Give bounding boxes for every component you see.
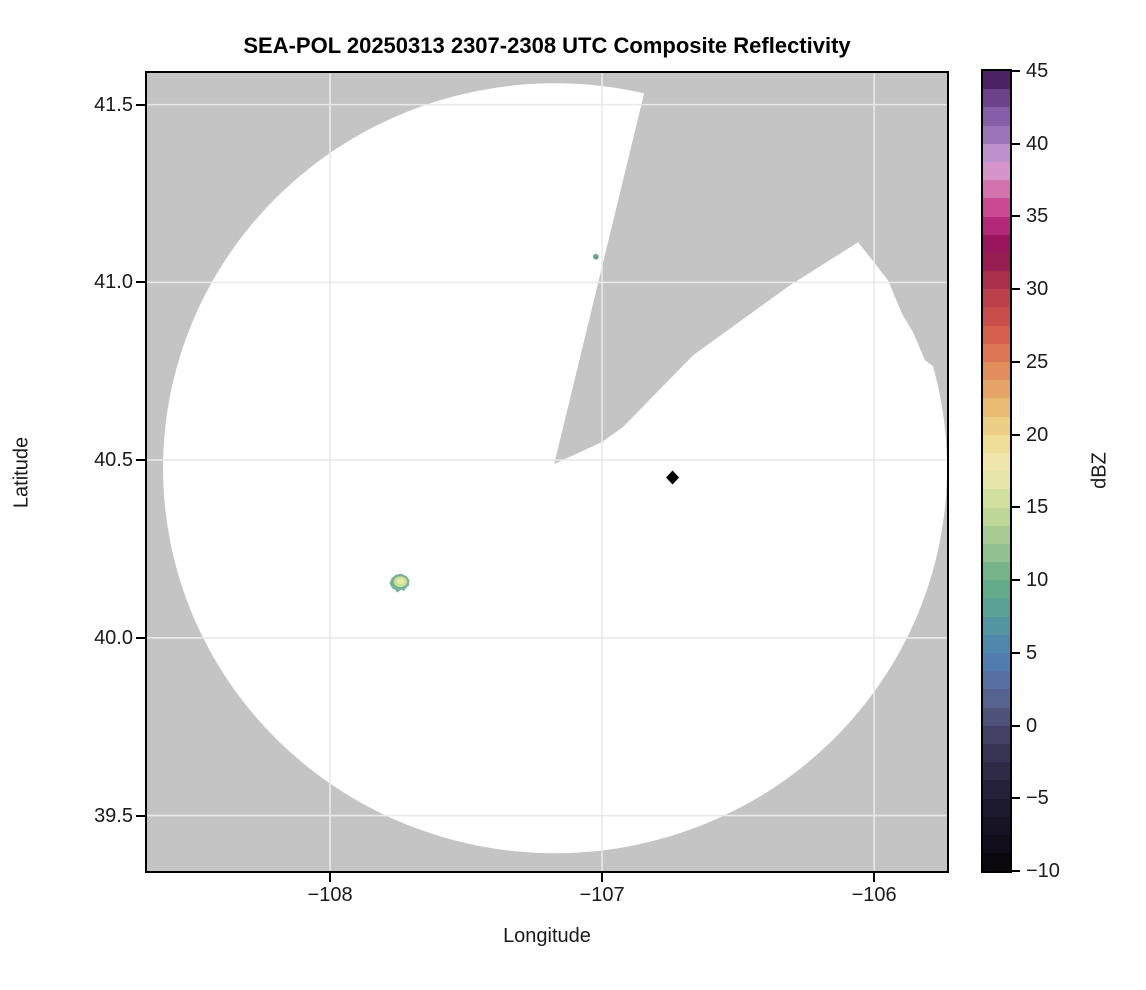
colorbar-band — [983, 743, 1010, 763]
y-axis-label: Latitude — [10, 436, 33, 509]
colorbar-tick-label: 45 — [1026, 60, 1049, 82]
colorbar-band — [983, 325, 1010, 344]
colorbar-band — [983, 689, 1010, 708]
colorbar-tick-label: 0 — [1026, 714, 1038, 737]
colorbar-label: dBZ — [1088, 452, 1111, 489]
colorbar-tick-label: 10 — [1026, 569, 1049, 592]
colorbar-band — [983, 289, 1010, 308]
echo-cell-core — [397, 578, 405, 585]
colorbar-band — [983, 343, 1010, 362]
y-tick-mark — [136, 459, 145, 462]
y-tick-label: 40.0 — [94, 626, 133, 649]
colorbar-band — [983, 834, 1010, 854]
colorbar-band — [983, 107, 1010, 126]
colorbar-tick-label: 40 — [1026, 132, 1049, 155]
colorbar-band — [983, 780, 1010, 799]
colorbar — [981, 69, 1012, 873]
colorbar-band — [983, 89, 1010, 108]
colorbar-band — [983, 725, 1010, 744]
colorbar-tick-mark — [1012, 870, 1020, 872]
page-title: SEA-POL 20250313 2307-2308 UTC Composite… — [243, 33, 851, 58]
colorbar-tick-mark — [1012, 142, 1020, 145]
colorbar-tick-mark — [1012, 360, 1020, 363]
colorbar-band — [983, 798, 1010, 817]
colorbar-band — [983, 525, 1010, 544]
plot-frame — [145, 71, 949, 873]
colorbar-tick-label: 25 — [1026, 350, 1049, 373]
colorbar-band — [983, 216, 1010, 235]
colorbar-tick-mark — [1012, 506, 1020, 509]
colorbar-band — [983, 471, 1010, 490]
colorbar-band — [983, 653, 1010, 672]
colorbar-band — [983, 252, 1010, 272]
colorbar-band — [983, 616, 1010, 635]
colorbar-band — [983, 634, 1010, 653]
colorbar-band — [983, 489, 1010, 508]
colorbar-band — [983, 853, 1010, 872]
colorbar-band — [983, 125, 1010, 144]
colorbar-tick-label: 15 — [1026, 496, 1049, 519]
colorbar-band — [983, 271, 1010, 290]
colorbar-tick-label: −5 — [1026, 787, 1049, 810]
y-tick-label: 39.5 — [94, 804, 133, 827]
colorbar-band — [983, 71, 1010, 90]
colorbar-band — [983, 580, 1010, 599]
y-tick-label: 40.5 — [94, 449, 133, 472]
x-tick-label: −108 — [307, 884, 353, 906]
blocked-sector — [858, 168, 947, 377]
colorbar-tick-label: 20 — [1026, 423, 1049, 446]
colorbar-band — [983, 707, 1010, 726]
colorbar-tick-mark — [1012, 433, 1020, 436]
colorbar-tick-mark — [1012, 579, 1020, 582]
x-tick-mark — [873, 873, 876, 882]
colorbar-tick-mark — [1012, 288, 1020, 291]
colorbar-band — [983, 671, 1010, 690]
colorbar-band — [983, 416, 1010, 435]
x-tick-mark — [329, 873, 332, 882]
echo-cell-core — [595, 256, 598, 260]
colorbar-tick-label: 35 — [1026, 205, 1049, 228]
radar-ppi-plot — [147, 73, 947, 871]
y-tick-mark — [136, 281, 145, 284]
x-tick-mark — [601, 873, 604, 882]
y-tick-label: 41.0 — [94, 271, 133, 294]
colorbar-tick-label: 30 — [1026, 278, 1049, 301]
colorbar-tick-mark — [1012, 724, 1020, 727]
x-tick-label: −106 — [851, 884, 897, 906]
x-axis-label: Longitude — [503, 925, 591, 947]
colorbar-band — [983, 598, 1010, 617]
colorbar-band — [983, 362, 1010, 381]
colorbar-band — [983, 307, 1010, 326]
colorbar-tick-label: −10 — [1026, 860, 1060, 882]
colorbar-band — [983, 234, 1010, 253]
colorbar-band — [983, 762, 1010, 781]
colorbar-band — [983, 507, 1010, 526]
colorbar-band — [983, 161, 1010, 181]
y-tick-label: 41.5 — [94, 93, 133, 116]
colorbar-tick-mark — [1012, 651, 1020, 654]
x-tick-label: −107 — [579, 884, 625, 906]
y-tick-mark — [136, 103, 145, 106]
colorbar-tick-label: 5 — [1026, 641, 1038, 664]
colorbar-band — [983, 543, 1010, 563]
colorbar-tick-mark — [1012, 70, 1020, 72]
colorbar-band — [983, 434, 1010, 453]
colorbar-tick-mark — [1012, 215, 1020, 218]
y-tick-mark — [136, 636, 145, 639]
colorbar-band — [983, 452, 1010, 472]
colorbar-tick-mark — [1012, 797, 1020, 800]
colorbar-band — [983, 398, 1010, 417]
colorbar-band — [983, 143, 1010, 162]
colorbar-band — [983, 816, 1010, 835]
y-tick-mark — [136, 814, 145, 817]
colorbar-band — [983, 180, 1010, 199]
echo-marker-diamond — [666, 470, 680, 485]
colorbar-gradient — [983, 71, 1010, 872]
colorbar-band — [983, 562, 1010, 581]
colorbar-band — [983, 380, 1010, 399]
blocked-sector — [554, 73, 947, 464]
colorbar-band — [983, 198, 1010, 217]
